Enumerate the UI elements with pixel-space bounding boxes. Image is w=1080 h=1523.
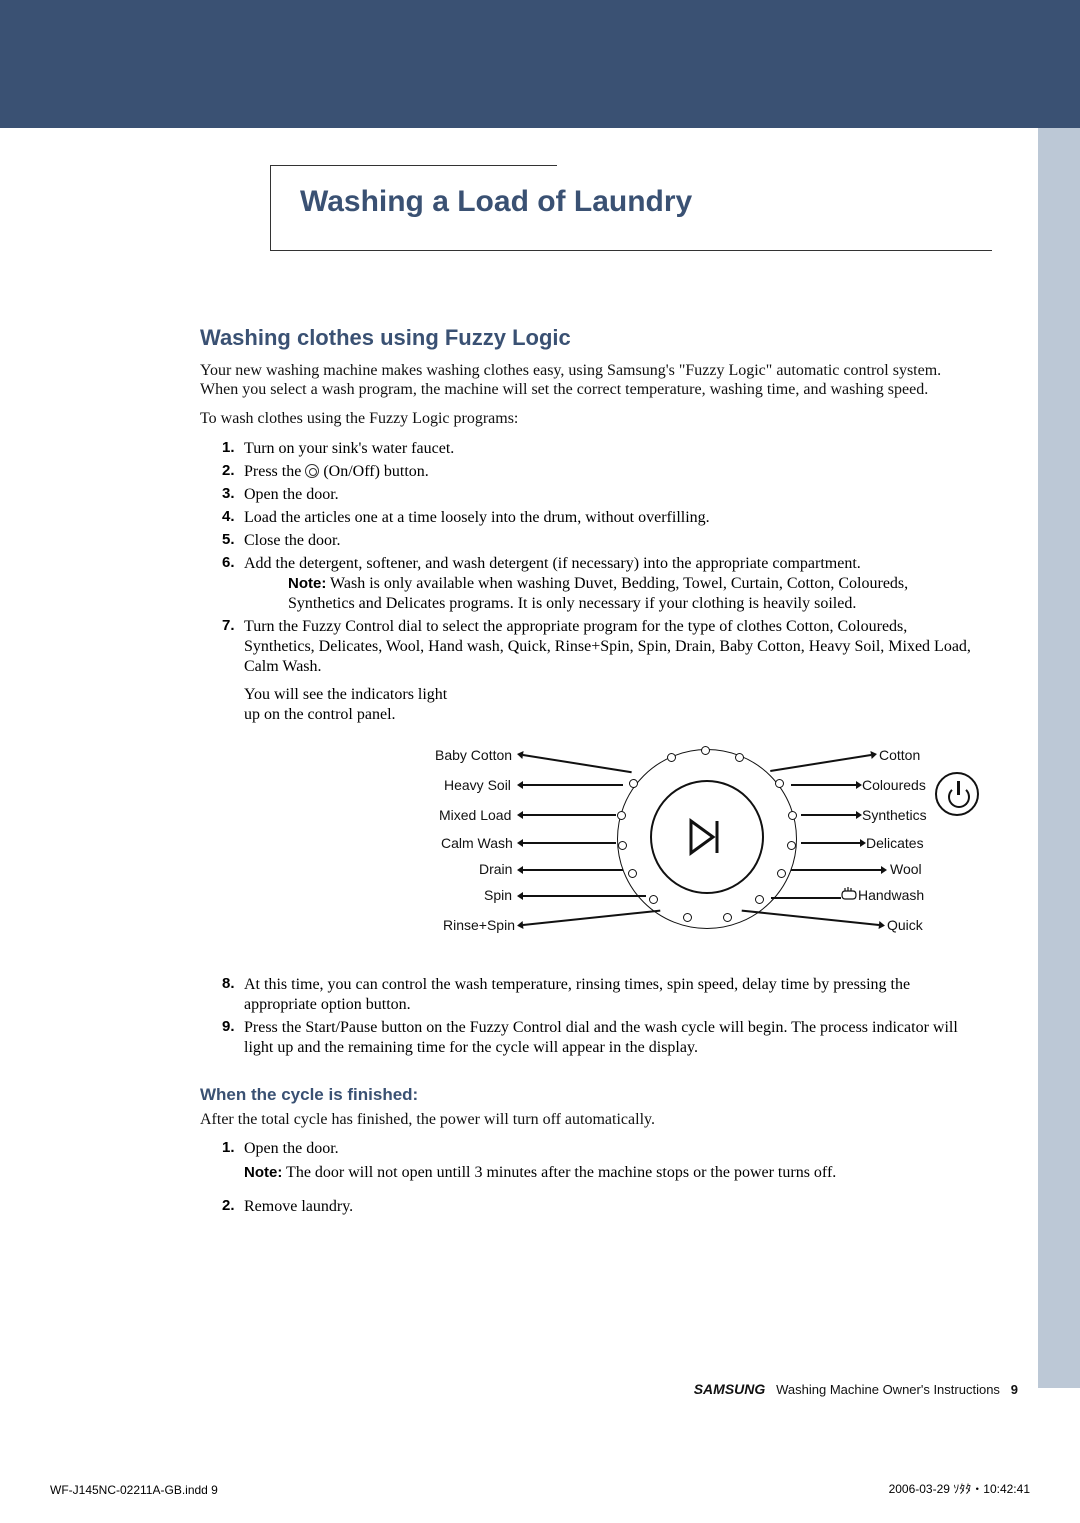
dial-label-synthetics: Synthetics: [862, 807, 927, 823]
dial-line: [523, 784, 623, 786]
dial-tick: [649, 895, 658, 904]
power-button-icon: [935, 772, 979, 816]
dial-tick: [723, 913, 732, 922]
step-4: 4.Load the articles one at a time loosel…: [222, 508, 978, 528]
dial-label-cotton: Cotton: [879, 747, 920, 763]
finished-step-1-text: Open the door.: [244, 1140, 339, 1157]
finished-intro: After the total cycle has finished, the …: [200, 1110, 978, 1129]
step-6: 6.Add the detergent, softener, and wash …: [222, 554, 978, 614]
step-6-note-text: Wash is only available when washing Duve…: [288, 575, 908, 612]
dial-line: [801, 842, 860, 844]
dial-tick: [777, 869, 786, 878]
intro-paragraph: Your new washing machine makes washing c…: [200, 361, 978, 399]
dial-diagram: Baby Cotton Heavy Soil Mixed Load Calm W…: [435, 735, 991, 945]
step-8: 8.At this time, you can control the wash…: [222, 975, 978, 1015]
step-2-text-b: (On/Off) button.: [323, 463, 428, 480]
finished-step-2: 2.Remove laundry.: [222, 1197, 978, 1217]
dial-line: [523, 754, 632, 773]
note-label: Note:: [244, 1164, 282, 1181]
manual-page: Washing a Load of Laundry Washing clothe…: [0, 0, 1080, 1523]
dial-tick: [788, 811, 797, 820]
dial-tick: [775, 779, 784, 788]
onoff-icon: [305, 464, 319, 478]
footer-text: Washing Machine Owner's Instructions: [776, 1382, 1000, 1397]
top-banner: [0, 0, 1080, 128]
step-5: 5.Close the door.: [222, 531, 978, 551]
page-footer: SAMSUNG Washing Machine Owner's Instruct…: [694, 1381, 1018, 1397]
dial-label-drain: Drain: [479, 861, 512, 877]
finished-step-1-note: Note: The door will not open untill 3 mi…: [244, 1163, 978, 1183]
step-2: 2. Press the (On/Off) button.: [222, 462, 978, 482]
step-9-text: Press the Start/Pause button on the Fuzz…: [244, 1019, 958, 1056]
dial-line: [771, 897, 841, 899]
dial-label-spin: Spin: [484, 887, 512, 903]
dial-tick: [683, 913, 692, 922]
finished-step-1: 1.Open the door. Note: The door will not…: [222, 1139, 978, 1183]
dial-line: [742, 910, 879, 926]
section-heading: Washing clothes using Fuzzy Logic: [200, 325, 978, 351]
dial-label-calm-wash: Calm Wash: [441, 835, 513, 851]
dial-tick: [735, 753, 744, 762]
dial-line: [770, 754, 871, 771]
imprint-left: WF-J145NC-02211A-GB.indd 9: [50, 1483, 218, 1497]
step-6-note: Note: Wash is only available when washin…: [244, 574, 978, 614]
dial-label-coloureds: Coloureds: [862, 777, 926, 793]
dial-line: [791, 869, 881, 871]
page-title: Washing a Load of Laundry: [300, 185, 692, 219]
dial-label-rinse-spin: Rinse+Spin: [443, 917, 515, 933]
dial-label-baby-cotton: Baby Cotton: [435, 747, 512, 763]
main-steps-list-cont: 8.At this time, you can control the wash…: [200, 975, 978, 1058]
step-8-text: At this time, you can control the wash t…: [244, 976, 910, 1013]
finished-heading: When the cycle is finished:: [200, 1085, 978, 1105]
finished-step-2-text: Remove laundry.: [244, 1198, 353, 1215]
intro-line-2: To wash clothes using the Fuzzy Logic pr…: [200, 409, 978, 428]
dial-line: [523, 842, 616, 844]
start-pause-icon: [685, 815, 729, 868]
step-2-text-a: Press the: [244, 463, 305, 480]
step-7-text: Turn the Fuzzy Control dial to select th…: [244, 618, 971, 675]
dial-line: [523, 814, 616, 816]
step-1-text: Turn on your sink's water faucet.: [244, 440, 454, 457]
dial-tick: [701, 746, 710, 755]
dial-label-handwash: Handwash: [858, 887, 924, 903]
finished-note-text: The door will not open untill 3 minutes …: [282, 1164, 836, 1181]
dial-tick: [628, 869, 637, 878]
dial-tick: [787, 841, 796, 850]
step-7-sidenote: You will see the indicators light up on …: [244, 685, 454, 725]
main-section: Washing clothes using Fuzzy Logic Your n…: [200, 325, 978, 1061]
dial-line: [523, 910, 660, 926]
dial-label-delicates: Delicates: [866, 835, 924, 851]
dial-label-quick: Quick: [887, 917, 923, 933]
finished-section: When the cycle is finished: After the to…: [200, 1085, 978, 1220]
dial-tick: [755, 895, 764, 904]
step-3-text: Open the door.: [244, 486, 339, 503]
dial-line: [791, 784, 856, 786]
right-sidebar: [1038, 128, 1080, 1388]
main-steps-list: 1.Turn on your sink's water faucet. 2. P…: [200, 439, 978, 725]
step-6-text: Add the detergent, softener, and wash de…: [244, 555, 861, 572]
step-5-text: Close the door.: [244, 532, 340, 549]
dial-tick: [667, 753, 676, 762]
step-4-text: Load the articles one at a time loosely …: [244, 509, 710, 526]
dial-tick: [618, 841, 627, 850]
footer-brand: SAMSUNG: [694, 1381, 766, 1397]
dial-line: [523, 869, 623, 871]
handwash-icon: [840, 887, 858, 908]
step-9: 9.Press the Start/Pause button on the Fu…: [222, 1018, 978, 1058]
note-label: Note:: [288, 575, 326, 592]
dial-label-wool: Wool: [890, 861, 922, 877]
dial-label-heavy-soil: Heavy Soil: [444, 777, 511, 793]
imprint-right: 2006-03-29 ｿﾀﾀ・10:42:41: [889, 1480, 1030, 1497]
dial-line: [801, 814, 856, 816]
dial-tick: [629, 779, 638, 788]
dial-tick: [617, 811, 626, 820]
step-7: 7.Turn the Fuzzy Control dial to select …: [222, 617, 978, 725]
finished-steps-list: 1.Open the door. Note: The door will not…: [200, 1139, 978, 1217]
dial-line: [523, 895, 646, 897]
step-3: 3.Open the door.: [222, 485, 978, 505]
dial-label-mixed-load: Mixed Load: [439, 807, 511, 823]
footer-page-number: 9: [1011, 1382, 1018, 1397]
step-1: 1.Turn on your sink's water faucet.: [222, 439, 978, 459]
